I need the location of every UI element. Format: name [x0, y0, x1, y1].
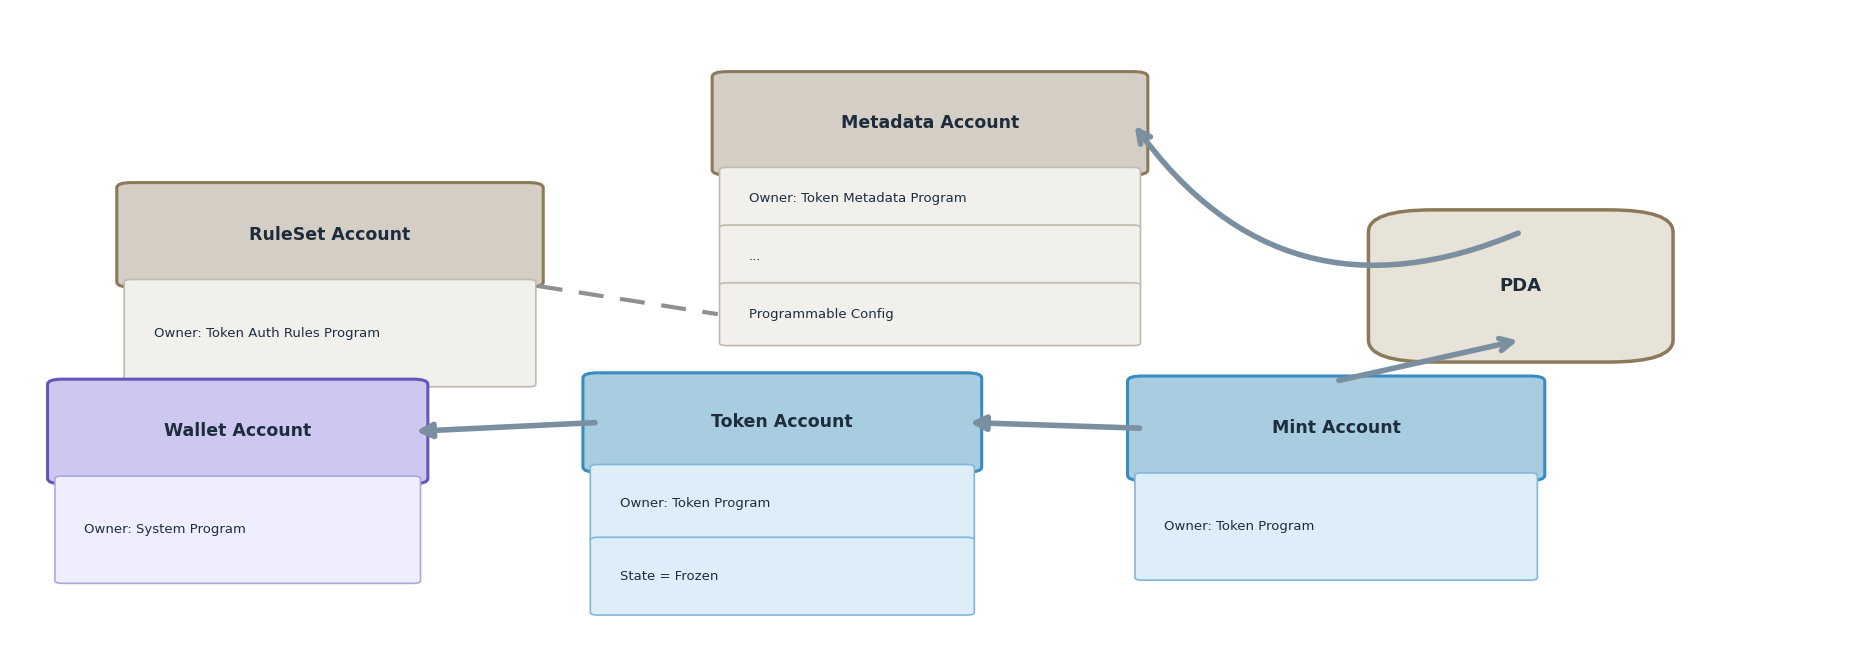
Text: Owner: Token Metadata Program: Owner: Token Metadata Program — [750, 192, 967, 205]
FancyBboxPatch shape — [1135, 473, 1538, 580]
Text: State = Frozen: State = Frozen — [619, 570, 718, 583]
FancyBboxPatch shape — [712, 72, 1148, 175]
FancyBboxPatch shape — [117, 183, 543, 287]
Text: Owner: Token Program: Owner: Token Program — [1164, 520, 1315, 533]
Text: Metadata Account: Metadata Account — [841, 114, 1019, 132]
FancyBboxPatch shape — [1127, 376, 1546, 481]
Text: ...: ... — [750, 250, 761, 263]
Text: Token Account: Token Account — [712, 413, 854, 432]
FancyBboxPatch shape — [720, 283, 1140, 345]
Text: Owner: System Program: Owner: System Program — [84, 523, 246, 536]
Text: Wallet Account: Wallet Account — [164, 422, 311, 441]
Text: Mint Account: Mint Account — [1272, 419, 1401, 437]
FancyBboxPatch shape — [590, 465, 975, 542]
Text: RuleSet Account: RuleSet Account — [249, 226, 411, 244]
FancyBboxPatch shape — [720, 225, 1140, 288]
Text: Owner: Token Auth Rules Program: Owner: Token Auth Rules Program — [154, 327, 379, 340]
FancyBboxPatch shape — [582, 373, 982, 472]
FancyBboxPatch shape — [590, 537, 975, 615]
FancyBboxPatch shape — [48, 379, 428, 483]
FancyBboxPatch shape — [56, 476, 420, 583]
Text: Programmable Config: Programmable Config — [750, 308, 895, 321]
Text: PDA: PDA — [1499, 277, 1542, 295]
FancyBboxPatch shape — [1369, 210, 1672, 362]
FancyBboxPatch shape — [720, 167, 1140, 230]
Text: Owner: Token Program: Owner: Token Program — [619, 497, 770, 510]
FancyBboxPatch shape — [125, 279, 536, 387]
